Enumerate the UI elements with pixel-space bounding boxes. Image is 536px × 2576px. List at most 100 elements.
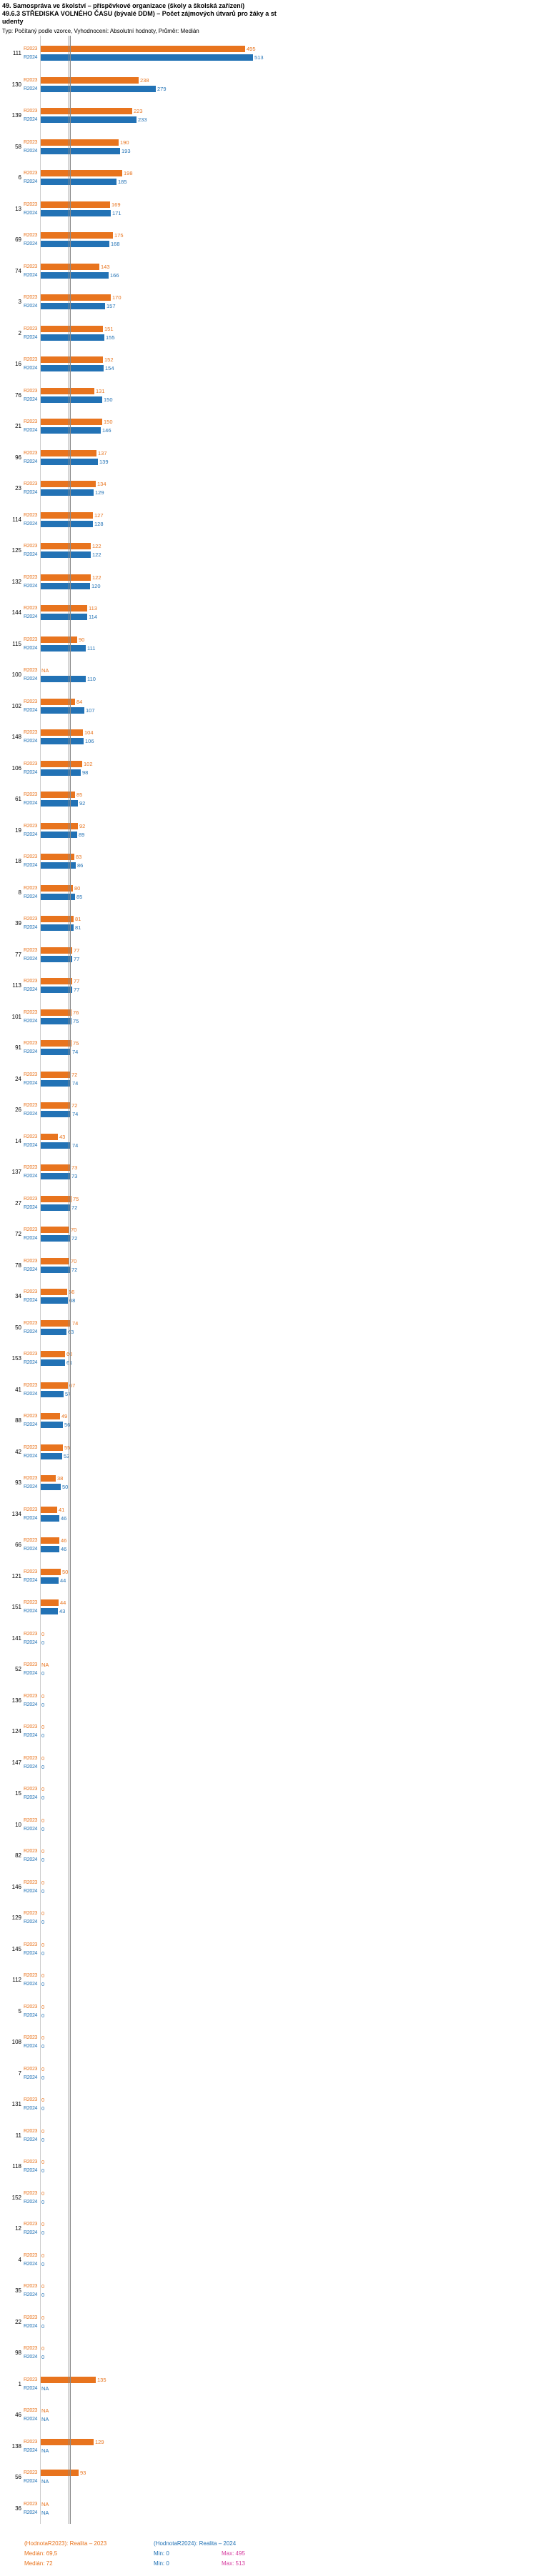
bar-2024: [40, 1049, 71, 1056]
chart-row-group: 145 R2023 0 R2024 0: [0, 1934, 536, 1965]
value-label-2024: 74: [72, 1049, 79, 1056]
bar-row-2023: R2023 50: [24, 1568, 536, 1575]
value-label-2024: 98: [82, 769, 89, 776]
max-stat-2024: Max: 513: [222, 2560, 245, 2567]
bar-pair: R2023 46 R2024 46: [24, 1537, 536, 1553]
chart-area: 111 R2023 495 R2024 513 130 R2023 238 R2…: [0, 36, 536, 2524]
value-label-2023: 0: [41, 1972, 45, 1980]
page-title-line-1: 49. Samospráva ve školství – příspěvkové…: [2, 2, 245, 9]
series-label-2024: R2024: [24, 801, 38, 807]
bar-2023: [40, 46, 245, 53]
bar-pair: R2023 0 R2024 0: [24, 1754, 536, 1770]
value-label-2024: 107: [86, 707, 95, 714]
value-label-2024: 89: [79, 831, 85, 838]
chart-row-group: 50 R2023 74 R2024 63: [0, 1312, 536, 1344]
category-label: 23: [15, 485, 21, 492]
bar-2023: [40, 325, 103, 332]
bar-row-2023: R2023 77: [24, 978, 536, 985]
bar-pair: R2023 0 R2024 0: [24, 2065, 536, 2081]
category-label: 134: [11, 1510, 21, 1517]
bar-row-2023: R2023 74: [24, 1319, 536, 1327]
bar-row-2023: R2023 85: [24, 792, 536, 799]
bar-pair: R2023 0 R2024 0: [24, 2127, 536, 2143]
value-label-2024: 114: [89, 614, 97, 621]
series-label-2024: R2024: [24, 1018, 38, 1024]
value-label-2024: 72: [71, 1266, 78, 1273]
bar-2024: [40, 85, 156, 92]
series-label-2023: R2023: [24, 1538, 38, 1544]
bar-row-2024: R2024 72: [24, 1235, 536, 1242]
series-label-2023: R2023: [24, 481, 38, 487]
value-label-2023: 127: [94, 511, 104, 519]
category-label: 58: [15, 143, 21, 150]
series-label-2023: R2023: [24, 1973, 38, 1979]
series-label-2024: R2024: [24, 739, 38, 744]
bar-2023: [40, 543, 91, 550]
series-label-2023: R2023: [24, 1787, 38, 1792]
bar-row-2024: R2024 185: [24, 179, 536, 186]
bar-row-2024: R2024 72: [24, 1266, 536, 1273]
series-label-2024: R2024: [24, 925, 38, 931]
series-label-2024: R2024: [24, 396, 38, 402]
value-label-2023: 72: [71, 1071, 78, 1078]
bar-2023: [40, 1599, 59, 1607]
value-label-2023: 0: [41, 2127, 45, 2135]
bar-pair: R2023 38 R2024 50: [24, 1475, 536, 1491]
bar-2023: [40, 1164, 70, 1172]
series-label-2024: R2024: [24, 2168, 38, 2174]
series-label-2024: R2024: [24, 769, 38, 775]
bar-pair: R2023 0 R2024 0: [24, 2159, 536, 2175]
value-label-2024: 50: [62, 1484, 69, 1491]
bar-pair: R2023 43 R2024 74: [24, 1133, 536, 1149]
bar-row-2023: R2023 66: [24, 1289, 536, 1296]
bar-2023: [40, 1009, 71, 1016]
chart-row-group: 42 R2023 55 R2024 53: [0, 1437, 536, 1468]
chart-row-group: 106 R2023 102 R2024 98: [0, 753, 536, 784]
bar-row-2023: R2023 80: [24, 884, 536, 892]
bar-2024: [40, 334, 104, 341]
category-label: 111: [12, 50, 21, 57]
series-label-2024: R2024: [24, 1857, 38, 1863]
value-label-2023: 0: [41, 2035, 45, 2042]
chart-row-group: 74 R2023 143 R2024 166: [0, 256, 536, 287]
chart-row-group: 153 R2023 60 R2024 61: [0, 1343, 536, 1374]
chart-row-group: 111 R2023 495 R2024 513: [0, 38, 536, 69]
bar-row-2023: R2023 113: [24, 605, 536, 612]
bar-2023: [40, 2376, 96, 2383]
series-label-2024: R2024: [24, 521, 38, 526]
category-label: 132: [11, 578, 21, 585]
value-label-2024: 77: [74, 987, 80, 994]
bar-2024: [40, 116, 137, 124]
bar-pair: R2023 60 R2024 61: [24, 1351, 536, 1367]
bar-row-2024: R2024 77: [24, 987, 536, 994]
value-label-2024: 72: [71, 1204, 78, 1211]
category-label: 138: [11, 2442, 21, 2450]
bar-pair: R2023 0 R2024 0: [24, 1692, 536, 1708]
bar-pair: R2023 113 R2024 114: [24, 605, 536, 621]
value-label-2023: 77: [74, 978, 80, 985]
value-label-2023: 0: [41, 2283, 45, 2290]
value-label-2023: 0: [41, 1817, 45, 1824]
bar-2024: [40, 1328, 66, 1335]
series-label-2023: R2023: [24, 2097, 38, 2103]
bar-pair: R2023 75 R2024 72: [24, 1195, 536, 1211]
series-label-2024: R2024: [24, 2355, 38, 2360]
bar-pair: R2023 0 R2024 0: [24, 2345, 536, 2361]
bar-row-2023: R2023 0: [24, 1848, 536, 1855]
bar-2024: [40, 551, 91, 559]
series-label-2024: R2024: [24, 1795, 38, 1801]
series-label-2024: R2024: [24, 1080, 38, 1086]
category-label: 112: [12, 1977, 21, 1984]
bar-row-2024: R2024 0: [24, 2167, 536, 2175]
series-label-2023: R2023: [24, 668, 38, 674]
bar-row-2023: R2023 0: [24, 1692, 536, 1699]
bar-row-2023: R2023 0: [24, 1910, 536, 1917]
value-label-2024: 122: [92, 551, 101, 559]
category-label: 147: [11, 1759, 21, 1766]
bar-row-2023: R2023 0: [24, 2159, 536, 2166]
series-label-2023: R2023: [24, 1507, 38, 1512]
chart-row-group: 4 R2023 0 R2024 0: [0, 2245, 536, 2276]
bar-row-2024: R2024 513: [24, 54, 536, 61]
series-label-2024: R2024: [24, 1360, 38, 1366]
series-label-2024: R2024: [24, 1888, 38, 1894]
